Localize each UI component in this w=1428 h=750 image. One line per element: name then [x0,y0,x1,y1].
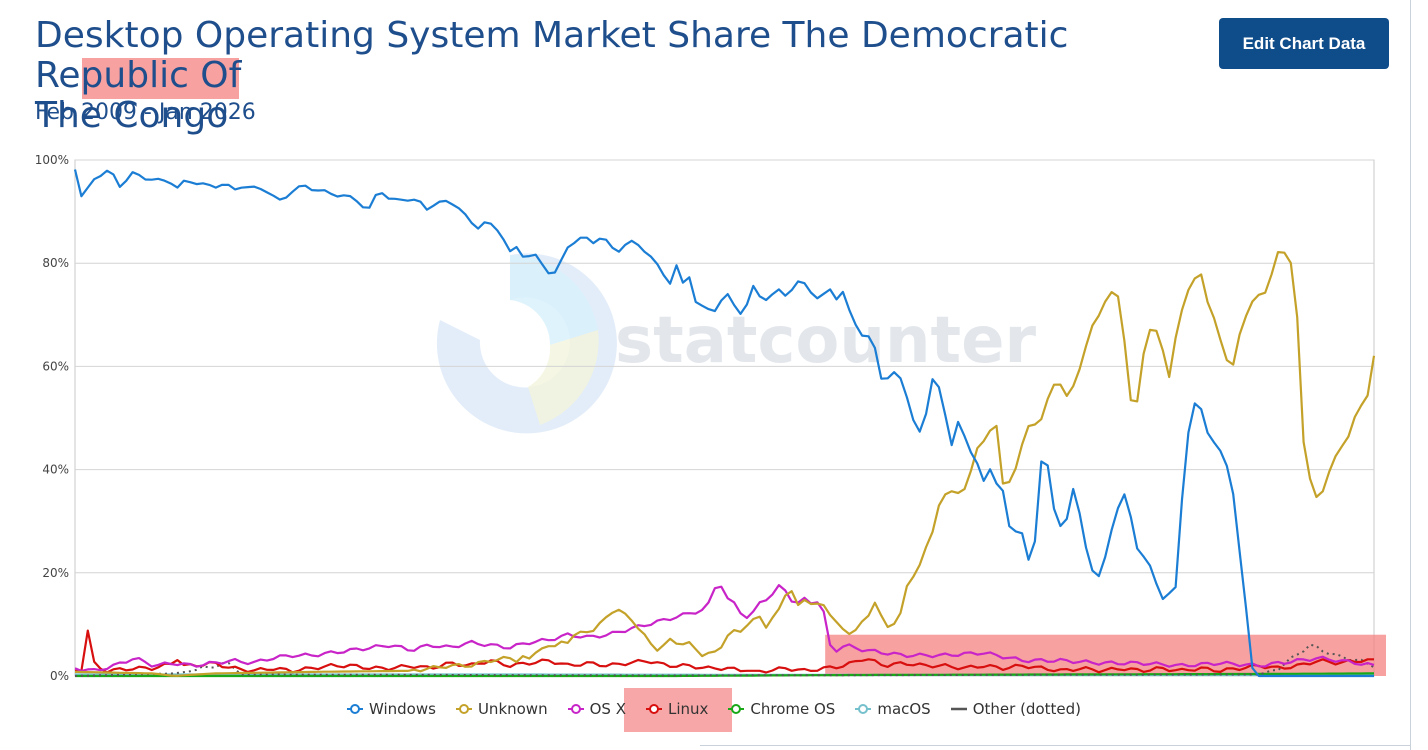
watermark-logo-shape [528,330,599,425]
legend-item-os-x[interactable]: OS X [567,692,626,726]
y-tick-label: 100% [35,153,69,167]
legend-label: OS X [589,700,626,718]
legend-label: macOS [877,700,931,718]
legend-marker-icon [645,703,662,715]
panel-border-bottom [700,745,1410,746]
legend-marker-icon [728,703,745,715]
series-line-other-dotted [74,643,1375,677]
series-line-os-x [74,584,1375,672]
chart-legend: Windows Unknown OS X Linux Chrome OS macOS Oth… [0,688,1428,732]
legend-label: Chrome OS [750,700,836,718]
chart-series [73,169,1376,678]
legend-marker-icon [346,703,363,715]
legend-item-unknown[interactable]: Unknown [455,692,548,726]
y-tick-label: 80% [42,256,69,270]
legend-label: Unknown [477,700,548,718]
title-line-1: Desktop Operating System Market Share Th… [35,15,1069,96]
legend-label: Windows [368,700,436,718]
series-line-chrome-os [75,672,1374,678]
edit-chart-data-button[interactable]: Edit Chart Data [1219,18,1389,69]
title-highlight [82,58,239,99]
legend-marker-icon [950,703,967,715]
legend-marker-icon [855,703,872,715]
chart-axes: 0% 20% 40% 60% 80% 100% [35,153,69,683]
y-tick-label: 60% [42,359,69,373]
series-line-windows [73,169,1374,678]
title-line-2: The Congo [35,95,229,136]
panel-border [1410,0,1411,750]
legend-marker-icon [455,703,472,715]
legend-item-linux[interactable]: Linux [623,688,733,732]
page-title: Desktop Operating System Market Share Th… [35,16,1185,136]
series-line-unknown [74,251,1376,677]
y-tick-label: 0% [50,669,69,683]
legend-item-other-dotted[interactable]: Other (dotted) [950,692,1081,726]
legend-marker-icon [567,703,584,715]
legend-item-windows[interactable]: Windows [346,692,436,726]
chart-grid [74,159,1375,677]
y-tick-label: 20% [42,566,69,580]
chart: statcounter 0% 20% 40% 60% 80% 100% [35,153,1386,683]
y-tick-label: 40% [42,463,69,477]
legend-item-chrome-os[interactable]: Chrome OS [728,692,835,726]
legend-label: Linux [667,700,709,718]
watermark-text: statcounter [615,304,1037,378]
legend-item-macos[interactable]: macOS [855,692,931,726]
legend-label: Other (dotted) [972,700,1081,718]
subtitle: Feb 2009 - Jan 2026 [35,100,256,125]
statcounter-watermark: statcounter [436,253,1037,434]
watermark-logo-shape [510,255,598,345]
plot-border [74,159,1375,677]
